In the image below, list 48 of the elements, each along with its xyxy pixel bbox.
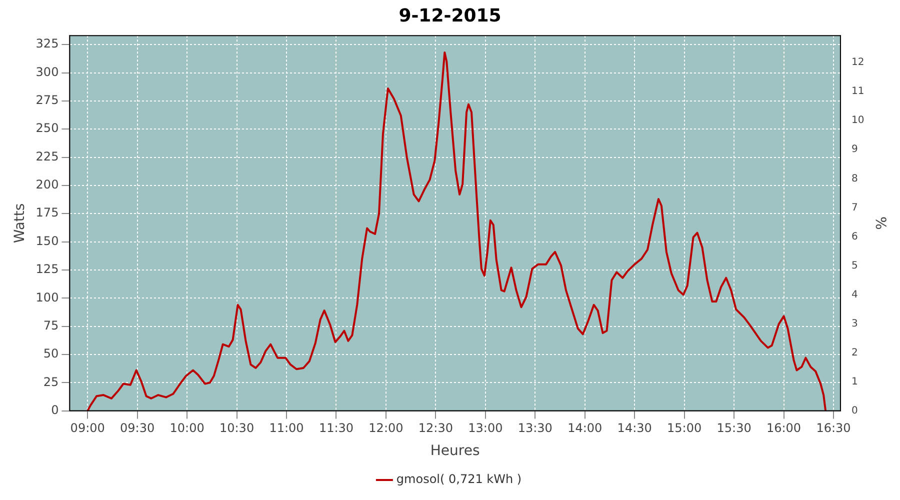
y-tick-label: 0 (51, 402, 59, 417)
y2-tick-label: 8 (851, 173, 858, 184)
y-tick-label: 325 (36, 36, 59, 51)
x-tick-label: 10:30 (219, 421, 254, 436)
y2-tick-label: 11 (851, 86, 864, 98)
y2-tick-label: 2 (851, 347, 858, 358)
y2-axis-title: % (872, 216, 888, 230)
x-tick-label: 14:00 (568, 421, 602, 436)
y2-tick-label: 9 (851, 144, 858, 156)
y2-tick-label: 5 (851, 260, 858, 272)
x-tick-label: 09:30 (120, 421, 155, 436)
y-tick-label: 75 (43, 318, 59, 332)
x-tick-label: 12:00 (368, 421, 404, 436)
x-tick-label: 13:30 (518, 421, 552, 436)
x-axis-title: Heures (430, 443, 480, 460)
x-tick-label: 14:30 (617, 421, 652, 436)
x-tick-label: 16:30 (816, 421, 851, 436)
y2-tick-label: 12 (851, 57, 864, 68)
y-tick-label: 225 (36, 149, 59, 164)
x-tick-label: 15:30 (716, 421, 752, 436)
y-tick-label: 275 (36, 93, 59, 108)
y-tick-label: 300 (36, 64, 59, 79)
x-tick-label: 12:30 (418, 421, 453, 436)
x-tick-label: 16:00 (766, 421, 802, 436)
chart-title: 9-12-2015 (398, 5, 502, 26)
x-tick-label: 11:30 (318, 421, 354, 436)
y-axis-title: Watts (12, 203, 28, 244)
x-tick-label: 09:00 (70, 421, 105, 436)
y-tick-label: 25 (43, 374, 59, 389)
y-tick-label: 150 (36, 234, 59, 248)
y2-tick-label: 3 (851, 318, 858, 330)
legend-label: gmosol( 0,721 kWh ) (396, 472, 522, 486)
y2-tick-label: 6 (851, 231, 858, 242)
y-tick-label: 50 (43, 346, 59, 361)
y-tick-label: 100 (36, 290, 59, 304)
x-tick-label: 15:00 (667, 421, 702, 436)
y-tick-label: 250 (36, 121, 59, 136)
y-tick-label: 125 (36, 262, 59, 276)
x-tick-label: 10:00 (170, 421, 204, 436)
x-tick-label: 13:00 (468, 421, 503, 436)
y-tick-label: 200 (36, 178, 59, 192)
y2-tick-label: 10 (851, 115, 864, 126)
y2-tick-label: 0 (851, 405, 858, 416)
y2-tick-label: 7 (851, 202, 858, 214)
y-tick-label: 175 (36, 206, 59, 220)
x-tick-label: 11:00 (269, 421, 304, 436)
y2-tick-label: 4 (851, 289, 858, 300)
y2-tick-label: 1 (851, 376, 858, 388)
